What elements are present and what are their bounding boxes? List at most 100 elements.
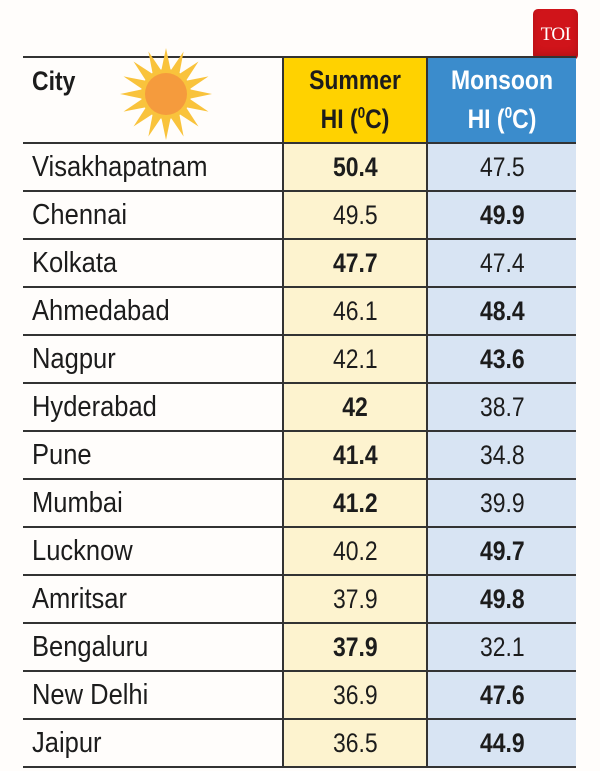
summer-header-line1: Summer — [309, 65, 401, 95]
city-header: City — [32, 66, 76, 96]
summer-cell: 37.9 — [282, 624, 426, 670]
monsoon-value: 32.1 — [479, 631, 525, 662]
summer-value: 42.1 — [332, 343, 378, 374]
city-cell: Hyderabad — [23, 384, 282, 430]
summer-value: 42 — [342, 391, 368, 422]
table-row: Bengaluru 37.9 32.1 — [23, 622, 576, 670]
summer-cell: 37.9 — [282, 576, 426, 622]
city-cell: New Delhi — [23, 672, 282, 718]
summer-cell: 41.2 — [282, 480, 426, 526]
summer-value: 36.9 — [332, 679, 378, 710]
monsoon-cell: 44.9 — [426, 720, 576, 766]
monsoon-value: 47.5 — [479, 151, 525, 182]
city-name: Hyderabad — [32, 390, 157, 423]
monsoon-cell: 48.4 — [426, 288, 576, 334]
summer-value: 36.5 — [332, 727, 378, 758]
table-row: Lucknow 40.2 49.7 — [23, 526, 576, 574]
summer-cell: 46.1 — [282, 288, 426, 334]
city-cell: Bengaluru — [23, 624, 282, 670]
monsoon-value: 43.6 — [479, 343, 525, 374]
heat-index-table: City Summer HI (0C) Monsoon HI (0C) Visa… — [23, 48, 576, 768]
table-row: Chennai 49.5 49.9 — [23, 190, 576, 238]
summer-value: 40.2 — [332, 535, 378, 566]
summer-header-cell: Summer HI (0C) — [282, 58, 426, 142]
table-row: Hyderabad 42 38.7 — [23, 382, 576, 430]
summer-value: 50.4 — [332, 151, 378, 182]
city-name: Mumbai — [32, 486, 123, 519]
monsoon-value: 44.9 — [479, 727, 525, 758]
city-name: Visakhapatnam — [32, 150, 208, 183]
summer-cell: 36.9 — [282, 672, 426, 718]
summer-value: 37.9 — [332, 583, 378, 614]
table-header: City Summer HI (0C) Monsoon HI (0C) — [23, 48, 576, 142]
city-name: Lucknow — [32, 534, 133, 567]
city-name: Amritsar — [32, 582, 127, 615]
monsoon-cell: 49.7 — [426, 528, 576, 574]
monsoon-value: 49.9 — [479, 199, 525, 230]
monsoon-cell: 47.5 — [426, 144, 576, 190]
city-cell: Nagpur — [23, 336, 282, 382]
monsoon-value: 34.8 — [479, 439, 525, 470]
monsoon-value: 38.7 — [479, 391, 525, 422]
city-name: Ahmedabad — [32, 294, 170, 327]
monsoon-header-line2: HI (0C) — [467, 104, 537, 134]
city-cell: Amritsar — [23, 576, 282, 622]
summer-cell: 50.4 — [282, 144, 426, 190]
monsoon-cell: 34.8 — [426, 432, 576, 478]
summer-value: 41.2 — [332, 487, 378, 518]
monsoon-cell: 47.4 — [426, 240, 576, 286]
city-cell: Lucknow — [23, 528, 282, 574]
city-name: Bengaluru — [32, 630, 149, 663]
monsoon-cell: 43.6 — [426, 336, 576, 382]
summer-cell: 42 — [282, 384, 426, 430]
table-row: Kolkata 47.7 47.4 — [23, 238, 576, 286]
summer-cell: 42.1 — [282, 336, 426, 382]
city-cell: Ahmedabad — [23, 288, 282, 334]
monsoon-cell: 49.8 — [426, 576, 576, 622]
monsoon-header-cell: Monsoon HI (0C) — [426, 58, 576, 142]
table-row: Ahmedabad 46.1 48.4 — [23, 286, 576, 334]
table-row: Jaipur 36.5 44.9 — [23, 718, 576, 768]
monsoon-cell: 39.9 — [426, 480, 576, 526]
summer-header-line2: HI (0C) — [320, 104, 390, 134]
summer-value: 37.9 — [332, 631, 378, 662]
monsoon-cell: 32.1 — [426, 624, 576, 670]
monsoon-value: 49.7 — [479, 535, 525, 566]
monsoon-cell: 49.9 — [426, 192, 576, 238]
city-cell: Visakhapatnam — [23, 144, 282, 190]
monsoon-value: 47.6 — [479, 679, 525, 710]
toi-logo: TOI — [533, 9, 578, 60]
summer-cell: 36.5 — [282, 720, 426, 766]
monsoon-cell: 38.7 — [426, 384, 576, 430]
city-name: Jaipur — [32, 726, 102, 759]
summer-cell: 47.7 — [282, 240, 426, 286]
city-cell: Kolkata — [23, 240, 282, 286]
monsoon-value: 39.9 — [479, 487, 525, 518]
table-row: Amritsar 37.9 49.8 — [23, 574, 576, 622]
city-name: Nagpur — [32, 342, 116, 375]
city-name: Pune — [32, 438, 92, 471]
city-name: New Delhi — [32, 678, 149, 711]
sun-icon — [120, 48, 212, 140]
table-row: Pune 41.4 34.8 — [23, 430, 576, 478]
summer-value: 41.4 — [332, 439, 378, 470]
monsoon-header-line1: Monsoon — [450, 65, 553, 95]
summer-value: 46.1 — [332, 295, 378, 326]
summer-cell: 41.4 — [282, 432, 426, 478]
summer-value: 47.7 — [332, 247, 378, 278]
city-cell: Jaipur — [23, 720, 282, 766]
city-name: Kolkata — [32, 246, 118, 279]
city-header-cell: City — [23, 48, 282, 142]
city-cell: Mumbai — [23, 480, 282, 526]
summer-cell: 40.2 — [282, 528, 426, 574]
table-row: Mumbai 41.2 39.9 — [23, 478, 576, 526]
monsoon-cell: 47.6 — [426, 672, 576, 718]
monsoon-value: 49.8 — [479, 583, 525, 614]
summer-value: 49.5 — [332, 199, 378, 230]
monsoon-value: 47.4 — [479, 247, 525, 278]
city-cell: Pune — [23, 432, 282, 478]
table-row: New Delhi 36.9 47.6 — [23, 670, 576, 718]
summer-cell: 49.5 — [282, 192, 426, 238]
table-row: Visakhapatnam 50.4 47.5 — [23, 142, 576, 190]
table-row: Nagpur 42.1 43.6 — [23, 334, 576, 382]
